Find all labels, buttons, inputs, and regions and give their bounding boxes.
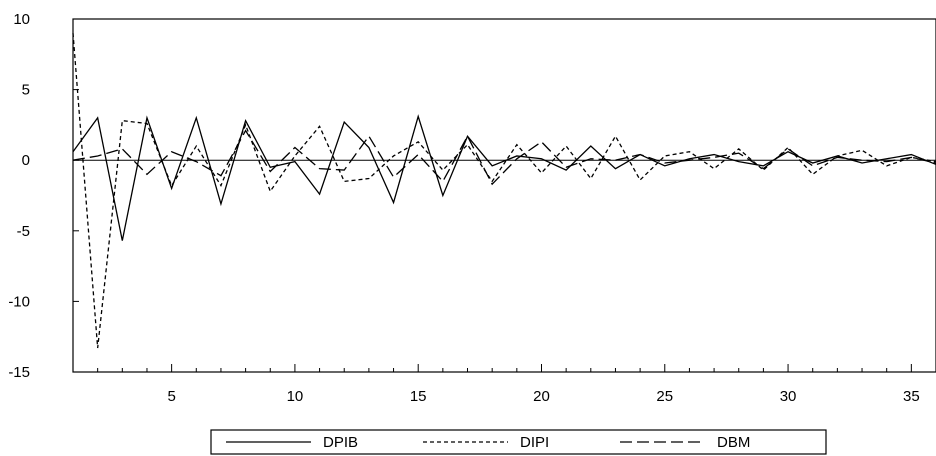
y-tick-label: -5 [17,223,30,240]
x-tick-label: 15 [410,388,427,405]
y-tick-label: 5 [22,82,30,99]
y-tick-label: -15 [8,364,30,381]
x-tick-label: 5 [167,388,175,405]
legend: DPIB DIPI DBM [210,429,827,455]
series-line-dpib [72,114,936,241]
x-tick-label: 30 [780,388,797,405]
x-tick-label: 10 [287,388,304,405]
y-tick-label: 0 [22,152,30,169]
y-axis: 10 5 0 -5 -10 -15 [8,11,79,381]
x-axis: 5 10 15 20 25 30 35 [72,364,936,405]
legend-box [210,429,827,455]
y-tick-label: -10 [8,293,30,310]
series-layer [72,33,936,349]
legend-label-dipi: DIPI [520,434,549,451]
y-tick-label: 10 [13,11,30,28]
x-tick-label: 25 [656,388,673,405]
x-tick-label: 35 [903,388,920,405]
series-line-dbm [72,129,936,186]
x-tick-label: 20 [533,388,550,405]
legend-label-dpib: DPIB [323,434,358,451]
plot-frame [72,18,936,373]
legend-label-dbm: DBM [717,434,750,451]
